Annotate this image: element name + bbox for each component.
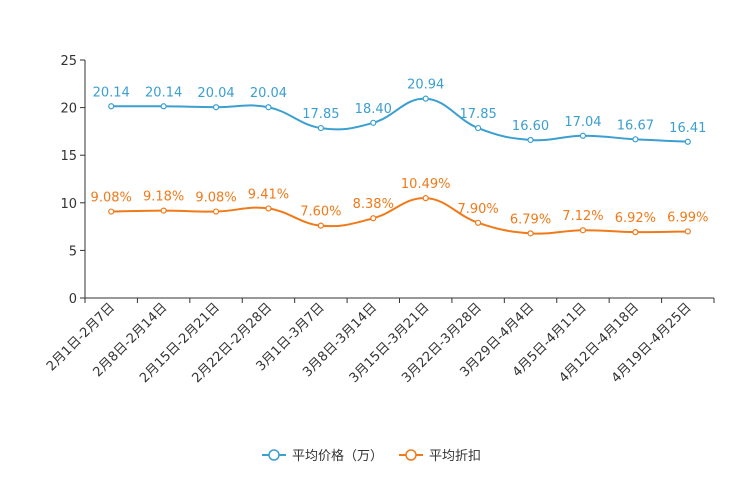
- data-label: 17.04: [564, 115, 601, 130]
- data-point: [579, 132, 587, 139]
- data-label: 16.60: [512, 119, 549, 134]
- data-label: 9.18%: [143, 190, 184, 205]
- data-point: [108, 103, 115, 110]
- data-label: 9.08%: [195, 191, 236, 206]
- series-line-2: [111, 197, 688, 235]
- data-point: [422, 195, 429, 202]
- data-label: 18.40: [355, 102, 392, 117]
- y-tick-label: 20: [60, 102, 77, 117]
- data-point: [684, 228, 691, 235]
- data-label: 7.60%: [300, 205, 341, 220]
- data-point: [579, 227, 587, 234]
- data-label: 6.92%: [615, 211, 656, 226]
- data-point: [160, 103, 167, 110]
- data-label: 8.38%: [353, 197, 394, 212]
- y-tick-label: 25: [60, 54, 77, 69]
- data-label: 7.12%: [562, 209, 603, 224]
- y-tick-label: 15: [60, 149, 77, 164]
- y-tick-label: 0: [69, 292, 77, 307]
- data-point: [632, 136, 639, 143]
- data-label: 16.67: [617, 118, 654, 133]
- data-point: [212, 104, 220, 111]
- data-point: [160, 207, 167, 214]
- data-label: 6.79%: [510, 212, 551, 227]
- data-point: [370, 215, 377, 222]
- legend-label-1: 平均价格（万）: [292, 448, 383, 464]
- data-point: [632, 229, 639, 236]
- data-label: 17.85: [460, 107, 497, 122]
- y-tick-label: 10: [60, 197, 77, 212]
- data-label: 20.94: [407, 78, 444, 93]
- data-point: [317, 222, 324, 229]
- data-point: [317, 124, 324, 132]
- data-point: [475, 219, 482, 226]
- data-label: 9.41%: [248, 187, 289, 202]
- data-label: 17.85: [302, 107, 339, 122]
- data-point: [527, 136, 534, 144]
- y-tick-label: 5: [69, 244, 77, 259]
- data-label: 16.41: [669, 121, 706, 136]
- data-point: [265, 104, 272, 111]
- data-label: 6.99%: [667, 210, 708, 225]
- data-label: 10.49%: [401, 177, 451, 192]
- data-label: 7.90%: [457, 202, 498, 217]
- data-label: 20.14: [145, 85, 182, 100]
- legend-marker-2: [405, 449, 417, 461]
- data-point: [265, 205, 272, 212]
- legend-marker-1: [268, 449, 280, 461]
- data-label: 20.14: [93, 85, 130, 100]
- data-point: [527, 230, 534, 237]
- data-point: [684, 138, 691, 145]
- data-label: 9.08%: [91, 191, 132, 206]
- data-point: [422, 95, 429, 102]
- data-label: 20.04: [197, 86, 234, 101]
- legend-label-2: 平均折扣: [429, 449, 481, 464]
- data-point: [108, 208, 115, 215]
- data-point: [370, 119, 377, 126]
- data-point: [212, 208, 220, 215]
- data-label: 20.04: [250, 86, 287, 101]
- data-point: [475, 124, 482, 132]
